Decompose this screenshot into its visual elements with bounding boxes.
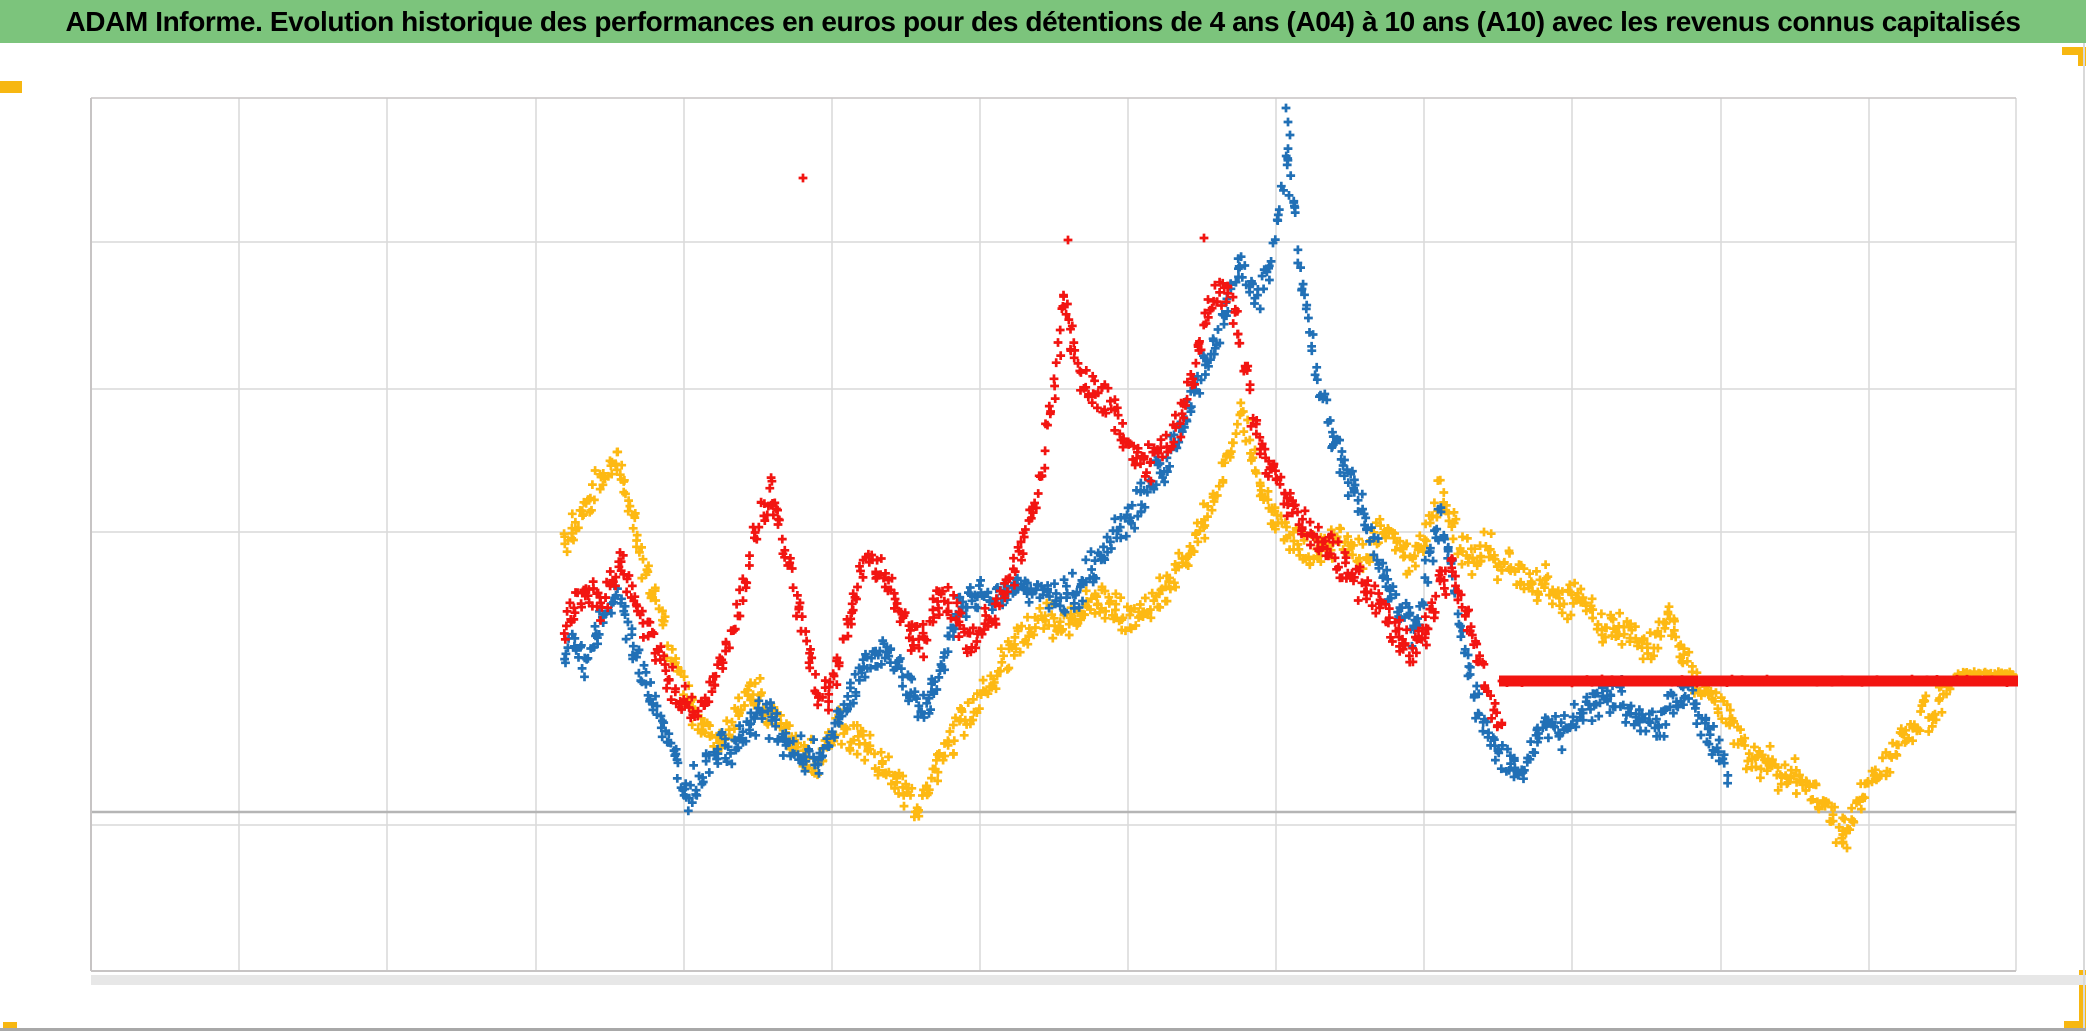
chart-title: ADAM Informe. Evolution historique des p…	[65, 5, 2021, 37]
gold-series	[559, 398, 2018, 853]
accent-bottom-left	[3, 1022, 17, 1028]
accent-bottom-right-h	[2064, 1021, 2086, 1028]
red-series	[559, 173, 2017, 732]
accent-top-left	[0, 81, 22, 93]
window-bottom-rule	[0, 1028, 2086, 1031]
chart-shadow-band	[91, 975, 2086, 985]
blue-series	[560, 103, 1733, 816]
accent-top-right-v	[2078, 47, 2086, 66]
accent-top-right-h	[2062, 47, 2086, 55]
title-bar: ADAM Informe. Evolution historique des p…	[0, 0, 2086, 43]
window-right-edge	[2083, 43, 2085, 1031]
accent-bottom-right-v	[2079, 970, 2086, 1028]
